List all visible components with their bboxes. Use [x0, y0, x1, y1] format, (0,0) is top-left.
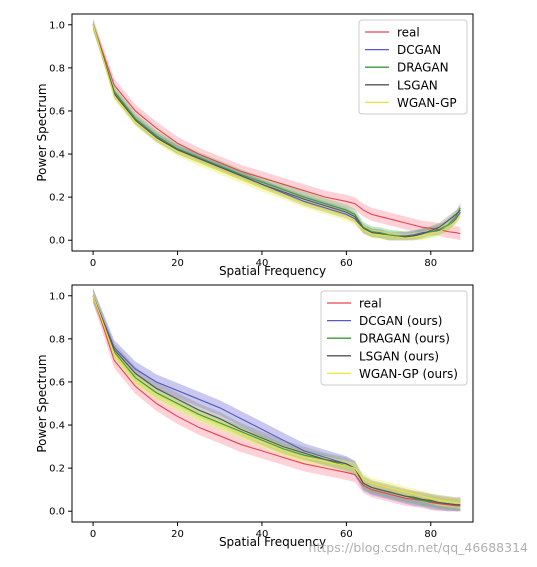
- legend-label: DRAGAN (ours): [359, 332, 450, 346]
- series-band-5: [93, 20, 461, 241]
- y-tick-label: 0.0: [49, 236, 65, 247]
- x-tick-label: 60: [340, 258, 353, 269]
- y-axis-label: Power Spectrum: [35, 354, 49, 452]
- y-tick-label: 0.2: [49, 193, 65, 204]
- y-tick-label: 0.8: [49, 63, 65, 74]
- y-tick-label: 1.0: [49, 291, 65, 302]
- y-tick-label: 1.0: [49, 20, 65, 31]
- y-axis-label: Power Spectrum: [35, 83, 49, 181]
- legend-box: [358, 19, 468, 115]
- series-line-5: [92, 24, 461, 239]
- legend-label: LSGAN (ours): [359, 349, 439, 363]
- x-tick-label: 60: [340, 529, 353, 540]
- x-tick-label: 0: [90, 258, 96, 269]
- series-line-1: [92, 295, 461, 507]
- x-tick-label: 20: [171, 529, 184, 540]
- plot-frame: [71, 13, 474, 252]
- y-tick-label: 0.0: [49, 507, 65, 518]
- legend-label: DCGAN: [397, 43, 441, 57]
- legend-label: LSGAN: [397, 78, 438, 92]
- x-axis-label: Spatial Frequency: [219, 535, 326, 549]
- plot-frame: [71, 284, 474, 523]
- series-band-1: [93, 18, 461, 241]
- legend-label: DRAGAN: [397, 61, 449, 75]
- x-axis-label: Spatial Frequency: [219, 264, 326, 278]
- y-tick-label: 0.6: [49, 377, 65, 388]
- legend-label: WGAN-GP: [397, 96, 457, 110]
- legend-label: real: [397, 26, 420, 40]
- x-tick-label: 80: [424, 529, 437, 540]
- watermark: https://blog.csdn.net/qq_46688314: [308, 540, 528, 555]
- chart-panel-1: 0 20 40 60 80 0.0 0.2 0.4 0.6 0.8 1.0 Spatial Frequ…: [35, 13, 474, 278]
- series-line-5: [92, 295, 461, 505]
- y-tick-label: 0.4: [49, 421, 65, 432]
- series-line-1: [92, 24, 461, 235]
- legend-box: [320, 290, 468, 386]
- y-tick-label: 0.8: [49, 334, 65, 345]
- x-tick-label: 20: [171, 258, 184, 269]
- legend-label: real: [359, 297, 382, 311]
- legend-label: DCGAN (ours): [359, 314, 442, 328]
- x-tick-label: 40: [256, 258, 269, 269]
- y-tick-label: 0.6: [49, 106, 65, 117]
- y-tick-label: 0.4: [49, 150, 65, 161]
- series-line-3: [92, 24, 461, 238]
- x-tick-label: 40: [256, 529, 269, 540]
- x-tick-label: 80: [424, 258, 437, 269]
- y-tick-label: 0.2: [49, 464, 65, 475]
- chart-panel-2: 0 20 40 60 80 0.0 0.2 0.4 0.6 0.8 1.0 Spatial Frequ…: [35, 284, 474, 549]
- x-tick-label: 0: [90, 529, 96, 540]
- series-line-4: [92, 24, 461, 238]
- legend-label: WGAN-GP (ours): [359, 367, 458, 381]
